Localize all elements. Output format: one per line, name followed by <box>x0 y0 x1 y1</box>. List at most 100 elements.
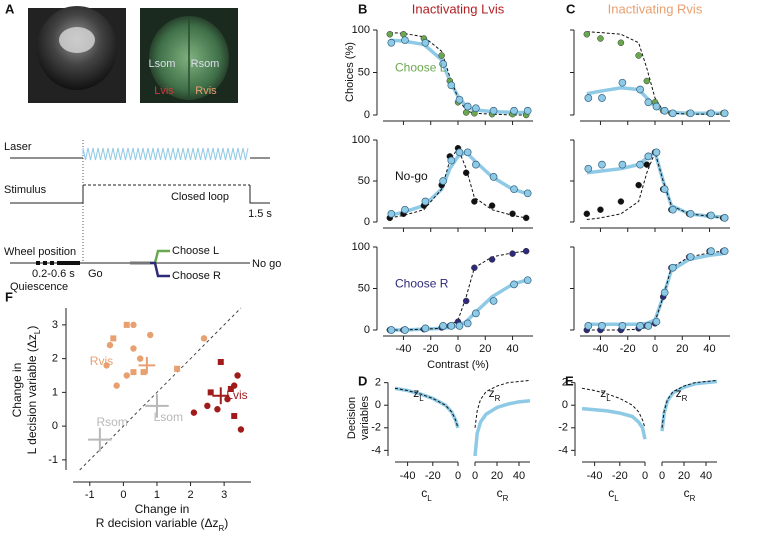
control-point <box>643 77 651 85</box>
laser-curve <box>581 406 647 440</box>
control-point <box>509 210 516 218</box>
data-point <box>207 389 214 396</box>
laser-point <box>720 214 729 222</box>
x-axis-label: Change in <box>135 502 190 516</box>
y-tick-label: 1 <box>52 386 58 398</box>
group-label: Rvis <box>90 354 113 368</box>
data-point <box>190 409 198 416</box>
x-tick-label: 40 <box>703 343 715 355</box>
area-label: Rvis <box>195 85 217 97</box>
x-tick-label: 0 <box>455 470 461 482</box>
x-tick-label: 40 <box>506 343 518 355</box>
x-axis-label: cL <box>608 486 619 502</box>
data-point <box>130 369 137 376</box>
choose-l-trace <box>150 249 170 265</box>
y-tick-label: 0 <box>364 324 370 336</box>
y-tick-label: 0 <box>562 399 568 411</box>
row-label: Choose R <box>395 277 449 291</box>
laser-point <box>618 78 627 87</box>
control-point <box>583 31 591 38</box>
laser-pulses <box>82 147 249 161</box>
y-axis-label-main: L decision variable (Δz <box>25 334 39 454</box>
control-point <box>597 35 604 42</box>
x-tick-label: -40 <box>587 470 603 482</box>
curve-title: zL <box>413 386 424 402</box>
laser-point <box>669 263 677 272</box>
x-tick-label: 40 <box>513 470 525 482</box>
x-axis-label-main: c <box>497 486 503 500</box>
laser-point <box>598 94 606 102</box>
laser-point <box>463 319 472 328</box>
control-point <box>488 256 496 263</box>
control-point <box>438 52 445 59</box>
data-point <box>130 345 137 352</box>
panel-label: C <box>566 1 576 16</box>
x-axis-label-sub: L <box>614 494 619 503</box>
y-tick-label: 100 <box>352 24 370 36</box>
control-point <box>597 206 604 213</box>
control-point <box>462 109 470 116</box>
laser-point <box>644 322 653 330</box>
laser-point <box>489 173 498 181</box>
laser-point <box>421 197 430 206</box>
laser-point <box>660 106 669 115</box>
laser-point <box>455 322 464 330</box>
control-point <box>617 39 625 46</box>
curve-title: zR <box>676 386 688 402</box>
curve-title-sub: L <box>606 394 611 403</box>
timeline-label: Quiescence <box>10 281 68 293</box>
x-axis-label-main: c <box>608 486 614 500</box>
group-label: Rsom <box>97 415 128 429</box>
laser-point <box>652 148 661 157</box>
y-axis-label: variables <box>359 395 371 440</box>
y-axis-label-end: ) <box>25 326 39 330</box>
y-axis-label: Choices (%) <box>344 42 356 102</box>
control-fit <box>586 31 724 115</box>
y-tick-label: 50 <box>358 282 370 294</box>
control-curve <box>661 379 718 428</box>
laser-point <box>455 95 464 104</box>
laser-point <box>660 288 669 297</box>
y-tick-label: 0 <box>364 216 370 228</box>
area-label: Lvis <box>154 85 174 97</box>
laser-point <box>387 209 396 218</box>
laser-point <box>584 164 593 173</box>
control-point <box>635 52 642 59</box>
x-axis-label-main: R decision variable (Δz <box>96 516 219 530</box>
laser-point <box>510 185 518 194</box>
laser-point <box>707 247 715 255</box>
y-tick-label: -2 <box>558 422 568 434</box>
laser-point <box>463 148 472 157</box>
laser-point <box>644 152 653 161</box>
laser-point <box>447 81 456 90</box>
laser-point <box>523 189 532 198</box>
laser-curve <box>473 398 531 457</box>
y-tick-label: 0 <box>364 109 370 121</box>
head-implant <box>59 27 95 53</box>
laser-point <box>463 102 472 111</box>
x-tick-label: -20 <box>423 343 439 355</box>
laser-point <box>652 102 661 111</box>
laser-point <box>439 177 447 185</box>
y-tick-label: -1 <box>48 454 58 466</box>
data-point <box>224 395 231 403</box>
area-label: Rsom <box>191 58 220 70</box>
laser-curve <box>660 379 718 432</box>
y-tick-label: 3 <box>52 319 58 331</box>
control-point <box>509 250 516 257</box>
y-axis-label: Change in <box>10 363 24 418</box>
laser-point <box>644 98 653 107</box>
stimulus-trace <box>249 185 270 204</box>
x-tick-label: -40 <box>593 343 609 355</box>
x-tick-label: 20 <box>676 343 688 355</box>
choose-r-trace <box>150 261 170 278</box>
group-label: Lvis <box>226 388 247 402</box>
data-point <box>200 335 208 342</box>
x-tick-label: 1 <box>154 489 160 501</box>
curve-title-main: z <box>600 386 606 400</box>
stimulus-trace <box>10 185 84 204</box>
laser-point <box>598 160 606 169</box>
data-point <box>130 321 137 329</box>
laser-point <box>447 322 456 330</box>
